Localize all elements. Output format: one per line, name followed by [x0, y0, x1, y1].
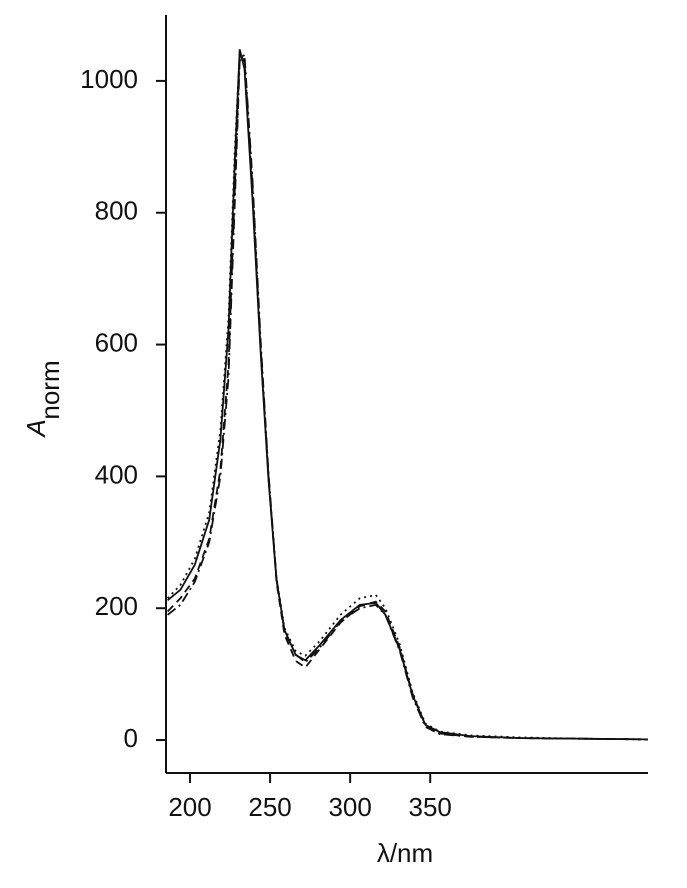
y-tick-label: 600 — [95, 327, 138, 357]
data-line — [166, 52, 649, 741]
data-line — [167, 51, 649, 741]
y-tick-label: 0 — [124, 723, 138, 753]
x-tick-label: 250 — [248, 792, 291, 822]
x-tick-label: 300 — [328, 792, 371, 822]
data-line — [167, 49, 649, 741]
y-tick-label: 800 — [95, 196, 138, 226]
y-axis-label-group: A norm — [21, 360, 65, 438]
data-line — [166, 51, 649, 741]
y-axis-label-sub: norm — [35, 360, 65, 419]
y-tick-label: 400 — [95, 459, 138, 489]
x-axis-label: λ/nm — [377, 838, 433, 868]
y-axis-label: A — [21, 419, 51, 438]
y-tick-label: 1000 — [80, 64, 138, 94]
x-tick-label: 200 — [168, 792, 211, 822]
y-tick-label: 200 — [95, 591, 138, 621]
x-tick-label: 350 — [409, 792, 452, 822]
